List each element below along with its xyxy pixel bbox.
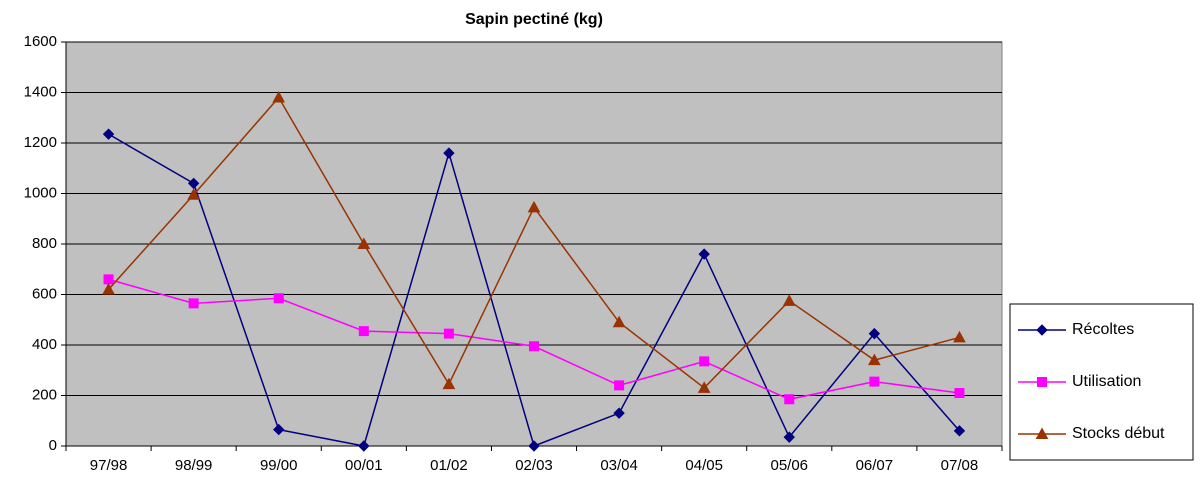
x-tick-label: 00/01 <box>345 457 383 474</box>
data-point <box>443 328 454 339</box>
data-point <box>272 91 286 103</box>
y-tick-label: 200 <box>32 386 57 403</box>
x-tick-label: 05/06 <box>770 457 808 474</box>
y-tick-label: 800 <box>32 235 57 252</box>
y-tick-label: 600 <box>32 285 57 302</box>
data-point <box>103 274 114 285</box>
data-point <box>698 248 710 260</box>
x-tick-label: 98/99 <box>175 457 213 474</box>
data-point <box>273 423 285 436</box>
y-tick-label: 400 <box>32 336 57 353</box>
legend-label: Utilisation <box>1072 373 1141 390</box>
x-tick-label: 04/05 <box>685 457 723 474</box>
data-point <box>954 387 965 398</box>
data-point <box>782 294 796 306</box>
legend-marker <box>1036 324 1048 336</box>
data-point <box>613 407 625 419</box>
data-point <box>953 425 966 437</box>
data-point <box>527 200 541 213</box>
data-point <box>187 188 200 200</box>
x-tick-label: 99/00 <box>260 457 298 474</box>
data-point <box>442 377 456 390</box>
x-tick-label: 06/07 <box>856 457 894 474</box>
data-point <box>188 298 199 309</box>
x-tick-label: 02/03 <box>515 457 553 474</box>
data-point <box>783 431 795 443</box>
legend-label: Récoltes <box>1072 321 1134 338</box>
data-point <box>528 440 540 452</box>
data-point <box>358 326 369 337</box>
data-point <box>697 381 711 393</box>
x-tick-label: 97/98 <box>90 457 128 474</box>
legend-label: Stocks début <box>1072 425 1165 442</box>
data-point <box>614 380 625 391</box>
data-point <box>357 237 371 249</box>
data-point <box>869 376 880 387</box>
data-point <box>868 353 881 366</box>
y-tick-label: 1000 <box>24 184 57 201</box>
legend-marker <box>1037 377 1047 387</box>
x-tick-label: 01/02 <box>430 457 468 474</box>
x-tick-label: 07/08 <box>941 457 979 474</box>
data-point <box>358 440 370 452</box>
data-point <box>273 293 284 304</box>
y-tick-label: 1200 <box>24 134 57 151</box>
data-point <box>102 128 115 140</box>
legend-marker <box>1035 427 1049 439</box>
data-point <box>953 330 966 343</box>
y-tick-label: 1400 <box>24 83 57 100</box>
y-tick-label: 0 <box>49 437 57 454</box>
data-point <box>699 356 710 367</box>
chart-title: Sapin pectiné (kg) <box>465 11 603 28</box>
x-tick-label: 03/04 <box>600 457 638 474</box>
data-point <box>529 341 539 352</box>
y-tick-label: 1600 <box>24 33 57 50</box>
data-point <box>102 282 115 295</box>
data-point <box>443 147 455 159</box>
data-point <box>612 315 626 328</box>
data-point <box>868 327 881 340</box>
data-point <box>784 394 795 405</box>
